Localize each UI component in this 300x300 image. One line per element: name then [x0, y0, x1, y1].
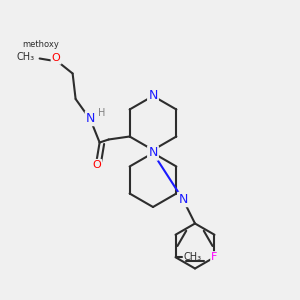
Text: O: O: [52, 53, 61, 64]
Text: F: F: [211, 252, 218, 262]
Text: N: N: [148, 89, 158, 103]
Text: H: H: [98, 107, 106, 118]
Text: N: N: [86, 112, 95, 125]
Text: CH₃: CH₃: [17, 52, 35, 62]
Text: methoxy: methoxy: [23, 40, 60, 49]
Text: CH₃: CH₃: [183, 252, 201, 262]
Text: N: N: [178, 193, 188, 206]
Text: N: N: [148, 146, 158, 160]
Text: O: O: [92, 160, 101, 170]
